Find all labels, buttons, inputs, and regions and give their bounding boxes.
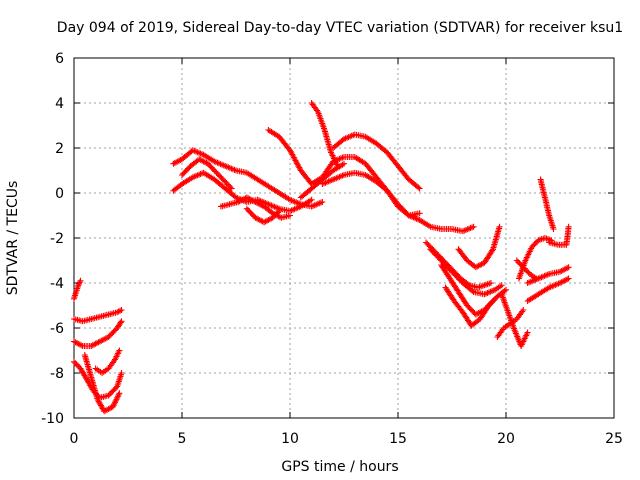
data-point xyxy=(498,282,505,289)
data-point xyxy=(550,226,557,232)
data-point xyxy=(116,347,123,354)
data-point xyxy=(274,209,281,216)
data-point xyxy=(487,280,494,286)
data-point xyxy=(308,196,315,203)
x-tick-label: 10 xyxy=(281,431,299,447)
data-point xyxy=(521,265,528,272)
data-point xyxy=(515,258,522,265)
data-point xyxy=(496,223,503,230)
y-tick-label: 4 xyxy=(55,96,64,112)
data-point xyxy=(416,210,423,217)
data-point xyxy=(341,160,347,167)
data-point xyxy=(273,210,280,217)
data-point xyxy=(564,265,571,271)
data-point xyxy=(319,199,326,205)
data-point xyxy=(565,223,572,230)
data-point xyxy=(77,277,84,284)
data-point xyxy=(533,275,540,282)
data-point xyxy=(78,342,85,349)
y-axis-ticks: -10 -8 -6 -4 -2 0 2 4 6 xyxy=(41,51,614,427)
x-tick-label: 15 xyxy=(389,431,407,447)
data-point xyxy=(522,266,529,273)
y-tick-label: -10 xyxy=(41,411,64,427)
data-point xyxy=(520,307,527,313)
data-point xyxy=(118,307,125,313)
data-point xyxy=(271,213,277,220)
data-point xyxy=(501,287,508,294)
data-point xyxy=(565,264,572,271)
data-point xyxy=(226,182,233,189)
data-point xyxy=(117,319,124,326)
data-point xyxy=(72,360,79,367)
x-axis-ticks: 0 5 10 15 20 25 xyxy=(70,58,623,447)
data-point xyxy=(118,370,125,376)
data-point xyxy=(531,241,538,248)
data-point xyxy=(118,318,125,325)
data-point xyxy=(272,212,279,219)
y-tick-label: -6 xyxy=(50,321,64,337)
data-point xyxy=(416,185,423,192)
data-point xyxy=(222,178,229,185)
data-point xyxy=(74,362,81,369)
data-point xyxy=(470,223,477,230)
data-point xyxy=(73,361,80,368)
data-point xyxy=(223,180,230,187)
data-point xyxy=(269,214,276,221)
y-tick-label: 6 xyxy=(55,51,64,67)
data-point xyxy=(415,184,422,191)
data-point xyxy=(503,286,509,293)
data-point xyxy=(565,275,572,282)
chart-title: Day 094 of 2019, Sidereal Day-to-day VTE… xyxy=(57,20,623,36)
y-tick-label: -2 xyxy=(50,231,64,247)
data-point xyxy=(564,276,571,283)
data-point xyxy=(287,212,293,219)
data-point xyxy=(489,247,496,254)
data-point xyxy=(519,262,525,269)
data-point xyxy=(532,239,539,246)
x-tick-label: 5 xyxy=(178,431,187,447)
data-point xyxy=(276,208,283,214)
data-point xyxy=(228,185,235,192)
data-point xyxy=(227,184,234,191)
data-point xyxy=(116,390,123,397)
y-tick-label: -8 xyxy=(50,366,64,382)
data-point xyxy=(513,257,520,264)
y-tick-label: 2 xyxy=(55,141,64,157)
y-tick-label: -4 xyxy=(50,276,64,292)
data-point xyxy=(71,358,77,365)
data-point xyxy=(469,287,476,294)
data-point xyxy=(516,260,523,267)
data-point xyxy=(224,181,231,188)
data-points xyxy=(71,100,572,415)
data-point xyxy=(530,242,537,249)
x-tick-label: 0 xyxy=(70,431,79,447)
data-point xyxy=(524,268,531,275)
data-point xyxy=(520,264,527,271)
y-tick-label: 0 xyxy=(55,186,64,202)
y-axis-label: SDTVAR / TECUs xyxy=(5,181,21,296)
data-point xyxy=(199,157,206,164)
data-point xyxy=(524,329,531,336)
x-axis-label: GPS time / hours xyxy=(281,459,398,475)
x-tick-label: 20 xyxy=(497,431,515,447)
grid-layer xyxy=(74,58,614,418)
x-tick-label: 25 xyxy=(605,431,623,447)
data-point xyxy=(517,261,524,268)
data-point xyxy=(117,307,124,314)
data-point xyxy=(528,244,535,250)
